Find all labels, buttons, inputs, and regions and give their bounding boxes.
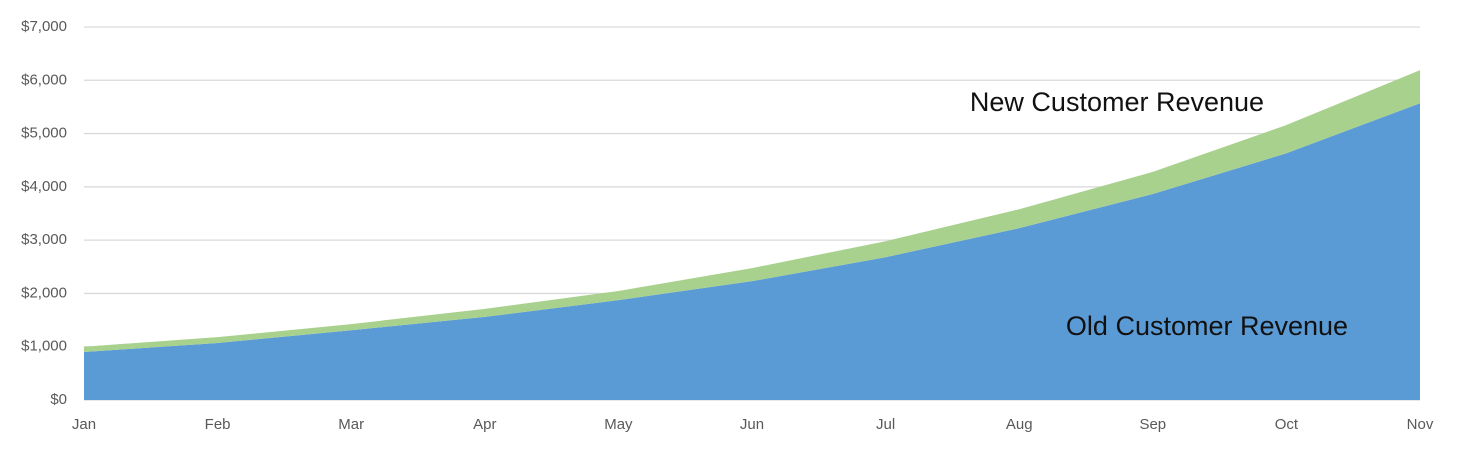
y-tick-label: $7,000: [21, 18, 67, 35]
y-tick-label: $3,000: [21, 231, 67, 248]
y-tick-label: $1,000: [21, 338, 67, 355]
x-tick-label: May: [604, 416, 633, 433]
x-tick-label: Jan: [72, 416, 96, 433]
x-tick-label: Apr: [473, 416, 496, 433]
x-tick-label: Sep: [1139, 416, 1166, 433]
x-tick-label: Feb: [205, 416, 231, 433]
x-tick-label: Jul: [876, 416, 895, 433]
y-tick-label: $4,000: [21, 178, 67, 195]
x-tick-label: Nov: [1407, 416, 1434, 433]
x-tick-label: Oct: [1275, 416, 1299, 433]
x-tick-label: Aug: [1006, 416, 1033, 433]
y-tick-label: $0: [50, 391, 67, 408]
x-tick-label: Mar: [338, 416, 364, 433]
series-label: Old Customer Revenue: [1066, 311, 1348, 341]
y-tick-label: $6,000: [21, 71, 67, 88]
y-tick-label: $5,000: [21, 125, 67, 142]
series-label: New Customer Revenue: [970, 87, 1264, 117]
x-tick-label: Jun: [740, 416, 764, 433]
area: [84, 103, 1420, 400]
y-tick-label: $2,000: [21, 284, 67, 301]
